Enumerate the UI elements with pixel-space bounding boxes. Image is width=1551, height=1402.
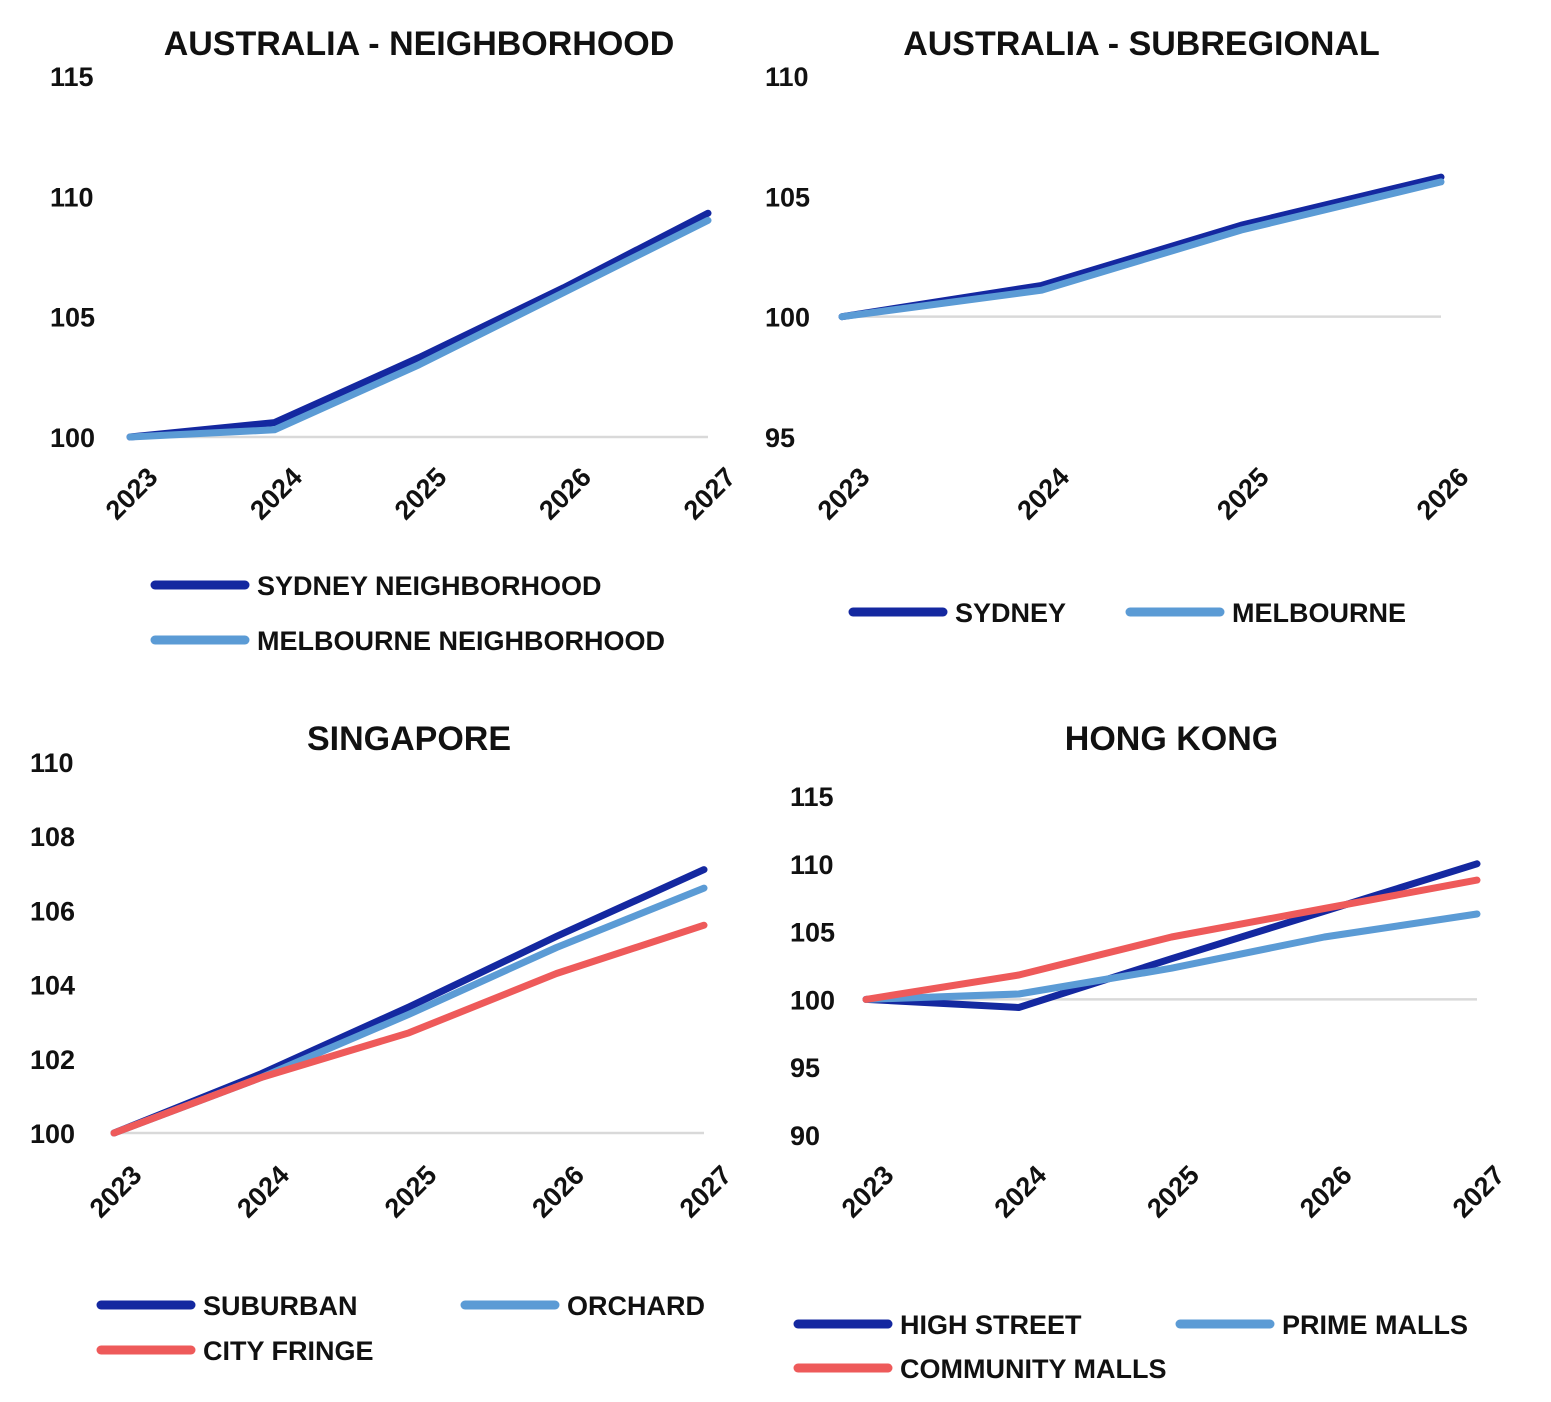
x-tick-label: 2025 (379, 1160, 443, 1224)
series-line-high-street (862, 860, 1481, 1011)
series-line-sydney-neighborhood (126, 209, 712, 441)
x-tick-label: 2024 (1011, 462, 1075, 526)
legend-label: SYDNEY (955, 598, 1066, 628)
chart-hong-kong: HONG KONG 90 95 100 105 110 115 2023 2024 2025 202… (760, 700, 1551, 1402)
x-tick-label: 2023 (836, 1160, 900, 1224)
y-tick-label: 110 (30, 748, 74, 778)
chart-singapore: SINGAPORE 100 102 104 106 108 110 2023 2024 2025 2… (0, 700, 760, 1402)
series-line-sydney (838, 173, 1445, 321)
y-tick-label: 115 (790, 782, 834, 812)
x-tick-label: 2026 (1294, 1160, 1358, 1224)
x-tick-label: 2023 (84, 1160, 148, 1224)
legend-label: MELBOURNE (1232, 598, 1406, 628)
x-tick-label: 2024 (244, 462, 308, 526)
x-tick-label: 2026 (1411, 462, 1475, 526)
y-tick-label: 95 (765, 423, 795, 453)
chart-svg: AUSTRALIA - NEIGHBORHOOD 100 105 110 115 2023… (50, 25, 742, 656)
y-tick-label: 95 (790, 1053, 820, 1083)
series-line-melbourne-neighborhood (126, 216, 712, 441)
y-tick-label: 102 (30, 1045, 75, 1075)
x-tick-label: 2023 (100, 462, 164, 526)
x-tick-label: 2025 (1141, 1160, 1205, 1224)
y-tick-label: 90 (790, 1121, 820, 1151)
y-tick-label: 104 (30, 971, 75, 1001)
chart-svg: AUSTRALIA - SUBREGIONAL 95 100 105 110 2023 20… (765, 25, 1475, 628)
x-tick-label: 2027 (1447, 1160, 1511, 1224)
series-line-city-fringe (110, 921, 708, 1137)
x-tick-label: 2026 (533, 462, 597, 526)
chart-title: AUSTRALIA - SUBREGIONAL (903, 25, 1380, 63)
x-tick-label: 2024 (989, 1160, 1053, 1224)
x-tick-label: 2023 (812, 462, 876, 526)
y-tick-label: 100 (30, 1119, 75, 1149)
series-line-melbourne (838, 178, 1445, 321)
y-tick-label: 100 (50, 423, 95, 453)
y-tick-label: 110 (765, 62, 809, 92)
x-tick-label: 2026 (526, 1160, 590, 1224)
y-tick-label: 105 (765, 182, 810, 212)
legend-label: MELBOURNE NEIGHBORHOOD (257, 626, 665, 656)
x-tick-label: 2025 (1211, 462, 1275, 526)
y-tick-label: 110 (790, 850, 834, 880)
chart-svg: SINGAPORE 100 102 104 106 108 110 2023 2024 2025 2… (30, 720, 738, 1366)
legend-label: HIGH STREET (900, 1310, 1082, 1340)
legend-label: CITY FRINGE (203, 1336, 374, 1366)
chart-title: SINGAPORE (307, 720, 511, 758)
chart-australia-neighborhood: AUSTRALIA - NEIGHBORHOOD 100 105 110 115 2023… (0, 0, 760, 690)
y-tick-label: 105 (790, 918, 835, 948)
chart-australia-subregional: AUSTRALIA - SUBREGIONAL 95 100 105 110 2023 20… (760, 0, 1551, 690)
legend-label: ORCHARD (567, 1291, 705, 1321)
legend-label: PRIME MALLS (1282, 1310, 1468, 1340)
chart-title: AUSTRALIA - NEIGHBORHOOD (164, 25, 675, 63)
y-tick-label: 110 (50, 182, 94, 212)
chart-title: HONG KONG (1065, 720, 1278, 758)
y-tick-label: 100 (765, 303, 810, 333)
x-tick-label: 2027 (674, 1160, 738, 1224)
y-tick-label: 106 (30, 896, 75, 926)
series-line-prime-malls (862, 910, 1481, 1003)
x-tick-label: 2024 (231, 1160, 295, 1224)
legend-label: SYDNEY NEIGHBORHOOD (257, 571, 602, 601)
y-tick-label: 108 (30, 822, 75, 852)
y-tick-label: 115 (50, 62, 94, 92)
chart-svg: HONG KONG 90 95 100 105 110 115 2023 2024 2025 202… (790, 720, 1511, 1384)
legend-label: SUBURBAN (203, 1291, 358, 1321)
series-line-suburban (110, 866, 708, 1137)
legend-label: COMMUNITY MALLS (900, 1354, 1166, 1384)
y-tick-label: 105 (50, 303, 95, 333)
x-tick-label: 2025 (389, 462, 453, 526)
x-tick-label: 2027 (678, 462, 742, 526)
series-line-community-malls (862, 876, 1481, 1003)
y-tick-label: 100 (790, 985, 835, 1015)
